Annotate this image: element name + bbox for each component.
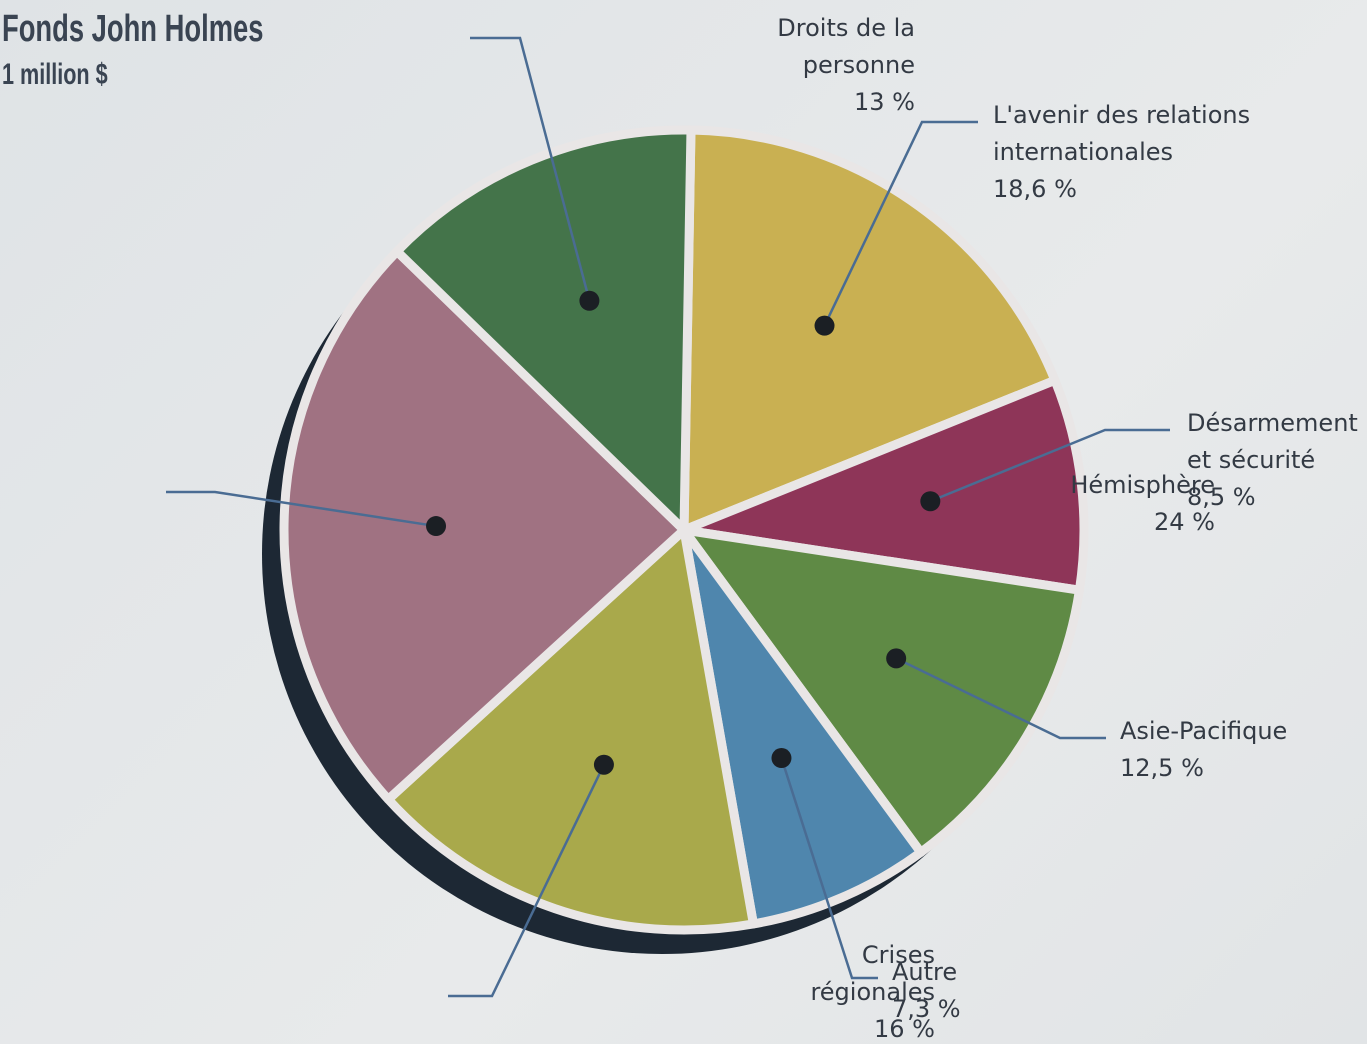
slice-label: Autre 7,3 % (892, 954, 1052, 1028)
slice-label: Hémisphère 24 % (1015, 467, 1215, 541)
pie-slice (383, 525, 758, 935)
slice-label: Asie-Pacifique 12,5 % (1120, 713, 1360, 787)
pie-slice (679, 525, 926, 929)
slice-label: L'avenir des relations internationales 18… (993, 97, 1283, 208)
value-label: 12,5 % (1120, 754, 1204, 782)
chart-title: Fonds John Holmes (2, 8, 264, 50)
category-label: Droits de la personne (777, 14, 915, 79)
pie-slice (279, 246, 689, 804)
chart-subtitle: 1 million $ (2, 58, 108, 91)
pie-slice (679, 375, 1089, 595)
value-label: 7,3 % (892, 995, 961, 1023)
leader-dot (771, 748, 792, 769)
leader-line (166, 490, 437, 528)
category-label: Hémisphère (1070, 471, 1215, 499)
category-label: Crises régionales (810, 941, 935, 1006)
value-label: 16 % (874, 1015, 935, 1043)
slice-label: Droits de la personne 13 % (755, 10, 915, 121)
value-label: 24 % (1154, 508, 1215, 536)
pie-slice (679, 525, 1084, 857)
category-label: L'avenir des relations internationales (993, 101, 1251, 166)
leader-line (823, 120, 978, 327)
leader-dot (579, 290, 600, 311)
leader-line (780, 757, 878, 980)
leader-dot (886, 648, 907, 669)
pie-slice (679, 125, 1060, 535)
leader-line (895, 657, 1106, 740)
value-label: 8,5 % (1187, 483, 1256, 511)
slice-label: Désarmement et sécurité 8,5 % (1187, 405, 1367, 516)
category-label: Désarmement et sécurité (1187, 409, 1358, 474)
leader-dot (426, 516, 447, 537)
value-label: 13 % (854, 88, 915, 116)
leader-dot (814, 315, 835, 336)
value-label: 18,6 % (993, 175, 1077, 203)
leader-dot (593, 754, 614, 775)
pie-slice (392, 125, 696, 535)
category-label: Autre (892, 958, 958, 986)
slice-label: Crises régionales 16 % (775, 937, 935, 1044)
category-label: Asie-Pacifique (1120, 717, 1288, 745)
leader-line (470, 36, 591, 302)
leader-line (448, 764, 606, 998)
leader-line (929, 428, 1170, 503)
leader-dot (920, 491, 941, 512)
